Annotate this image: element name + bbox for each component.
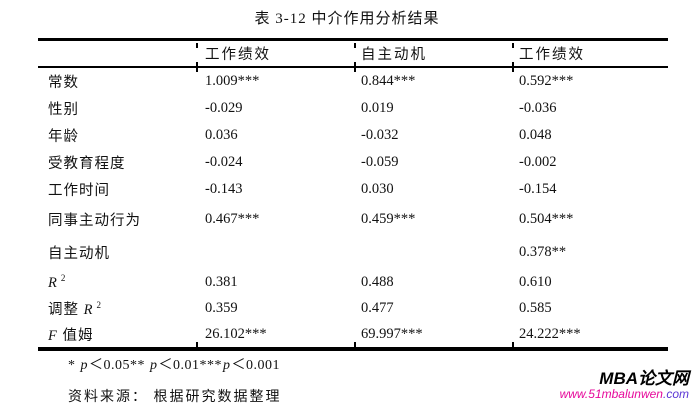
- cell-value: 0.459***: [361, 211, 416, 227]
- cell-value: 1.009***: [205, 73, 260, 89]
- p-symbol: p: [223, 358, 231, 373]
- cell-value: 0.381: [205, 273, 238, 290]
- column-header-1: 工作绩效: [205, 47, 271, 63]
- column-divider-tick: [196, 62, 198, 72]
- cell-value: 0.378**: [519, 244, 567, 260]
- cell-value: 0.030: [361, 181, 394, 197]
- table-row: 年龄 0.036 -0.032 0.048: [38, 122, 668, 149]
- table-body: 常数 1.009*** 0.844*** 0.592*** 性别 -0.029 0.019 -…: [38, 68, 668, 351]
- cell-value: 0.359: [205, 299, 238, 316]
- cell-value: 0.844***: [361, 73, 416, 89]
- cell-value: 0.036: [205, 127, 238, 143]
- table-row: 受教育程度 -0.024 -0.059 -0.002: [38, 149, 668, 176]
- site-watermark: MBA论文网 www.51mbalunwen.com: [560, 370, 689, 400]
- cell-value: 0.610: [519, 273, 552, 290]
- row-label: 受教育程度: [48, 156, 126, 172]
- cell-value: 26.102***: [205, 325, 267, 342]
- cell-value: 0.019: [361, 100, 394, 116]
- cell-value: -0.024: [205, 154, 243, 170]
- column-divider-tick: [354, 342, 356, 348]
- row-label: 年龄: [48, 129, 79, 145]
- cell-value: 0.477: [361, 299, 394, 316]
- cell-value: -0.154: [519, 181, 557, 197]
- column-divider-tick: [196, 43, 198, 48]
- p-symbol: p: [80, 358, 88, 373]
- table-row: 性别 -0.029 0.019 -0.036: [38, 95, 668, 122]
- table-row: R 2 0.381 0.488 0.610: [38, 269, 668, 295]
- cell-value: -0.029: [205, 100, 243, 116]
- watermark-url-main: www.51mbalunwen: [559, 386, 663, 401]
- footnote-text: ＜0.001: [231, 358, 280, 373]
- source-note: 资料来源： 根据研究数据整理: [68, 390, 282, 405]
- row-label: 常数: [48, 75, 79, 91]
- cell-value: 0.585: [519, 299, 552, 316]
- row-label: 性别: [48, 102, 79, 118]
- table-row: 工作时间 -0.143 0.030 -0.154: [38, 176, 668, 203]
- table-row: 同事主动行为 0.467*** 0.459*** 0.504***: [38, 203, 668, 236]
- watermark-site-name: MBA论文网: [599, 369, 689, 388]
- footnote-text: *: [68, 358, 80, 373]
- table-row: F 值姆 26.102*** 69.997*** 24.222***: [38, 321, 668, 347]
- row-label: 工作时间: [48, 183, 110, 199]
- table-row: 自主动机 0.378**: [38, 236, 668, 269]
- data-table: 工作绩效 自主动机 工作绩效 常数 1.009*** 0.844*** 0.592**…: [38, 38, 668, 351]
- cell-value: 24.222***: [519, 325, 581, 342]
- column-divider-tick: [512, 43, 514, 48]
- column-divider-tick: [196, 342, 198, 348]
- column-divider-tick: [512, 342, 514, 348]
- table-title: 表 3-12 中介作用分析结果: [254, 11, 440, 27]
- table-row: 常数 1.009*** 0.844*** 0.592***: [38, 68, 668, 95]
- cell-value: 0.592***: [519, 73, 574, 89]
- significance-note: * p＜0.05** p＜0.01***p＜0.001: [68, 354, 280, 374]
- cell-value: -0.059: [361, 154, 399, 170]
- cell-value: -0.143: [205, 181, 243, 197]
- table-header-row: 工作绩效 自主动机 工作绩效: [38, 41, 668, 68]
- footnote-text: ＜0.01***: [158, 358, 222, 373]
- cell-value: -0.032: [361, 127, 399, 143]
- watermark-url-suffix: .com: [662, 386, 689, 401]
- cell-value: 0.504***: [519, 211, 574, 227]
- cell-value: 69.997***: [361, 325, 423, 342]
- cell-value: 0.467***: [205, 211, 260, 227]
- cell-value: -0.036: [519, 100, 557, 116]
- column-header-2: 自主动机: [361, 47, 427, 63]
- cell-value: -0.002: [519, 154, 557, 170]
- row-label: 同事主动行为: [48, 213, 141, 229]
- p-symbol: p: [150, 358, 158, 373]
- column-divider-tick: [354, 43, 356, 48]
- footnote-text: ＜0.05**: [89, 358, 149, 373]
- watermark-site-url: www.51mbalunwen.com: [560, 388, 689, 401]
- column-header-3: 工作绩效: [519, 47, 585, 63]
- table-row: 调整 R 2 0.359 0.477 0.585: [38, 295, 668, 321]
- column-divider-tick: [354, 62, 356, 72]
- row-label: 自主动机: [48, 246, 110, 262]
- cell-value: 0.488: [361, 273, 394, 290]
- cell-value: 0.048: [519, 127, 552, 143]
- row-label: F 值姆: [48, 327, 94, 344]
- column-divider-tick: [512, 62, 514, 72]
